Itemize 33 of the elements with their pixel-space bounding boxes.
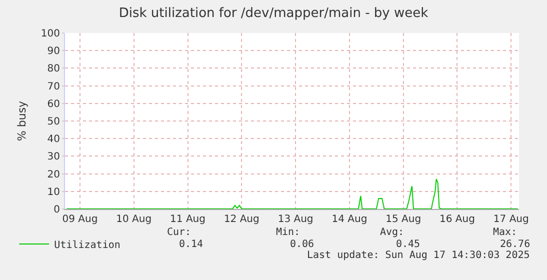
- y-tick-label: 60: [47, 98, 60, 110]
- y-axis-title: % busy: [16, 100, 29, 142]
- y-tick-label: 30: [47, 152, 60, 163]
- text: Cur:: [167, 227, 192, 238]
- text: 0.45: [396, 239, 420, 250]
- text: 0.06: [290, 239, 314, 250]
- x-tick-label: 10 Aug: [116, 214, 152, 225]
- text: 0.14: [179, 239, 204, 250]
- x-tick-label: 09 Aug: [62, 214, 98, 225]
- text: Avg:: [380, 227, 404, 238]
- y-tick-label: 0: [54, 204, 60, 216]
- x-tick-label: 17 Aug: [493, 214, 529, 225]
- text: Last update: Sun Aug 17 14:30:03 2025: [307, 250, 530, 261]
- chart-title: Disk utilization for /dev/mapper/main - by week: [118, 6, 429, 22]
- x-tick-label: 11 Aug: [170, 214, 206, 225]
- y-tick-label: 40: [47, 134, 60, 146]
- legend-label: Utilization: [54, 240, 120, 251]
- x-tick-label: 15 Aug: [386, 214, 422, 225]
- x-tick-label: 13 Aug: [278, 214, 314, 225]
- x-tick-label: 16 Aug: [440, 214, 475, 225]
- y-tick-label: 100: [40, 28, 60, 40]
- x-tick-label: 12 Aug: [224, 214, 260, 225]
- line-series: [66, 178, 518, 209]
- y-tick-label: 90: [47, 46, 60, 58]
- y-tick-label: 50: [47, 116, 60, 128]
- x-tick-label: 14 Aug: [332, 214, 368, 225]
- y-tick-label: 70: [47, 81, 60, 92]
- y-tick-label: 20: [47, 169, 60, 180]
- y-tick-label: 10: [47, 186, 60, 198]
- y-tick-label: 80: [47, 64, 60, 75]
- text: 26.76: [500, 239, 530, 250]
- text: Min:: [276, 227, 300, 238]
- text: Max:: [493, 227, 518, 238]
